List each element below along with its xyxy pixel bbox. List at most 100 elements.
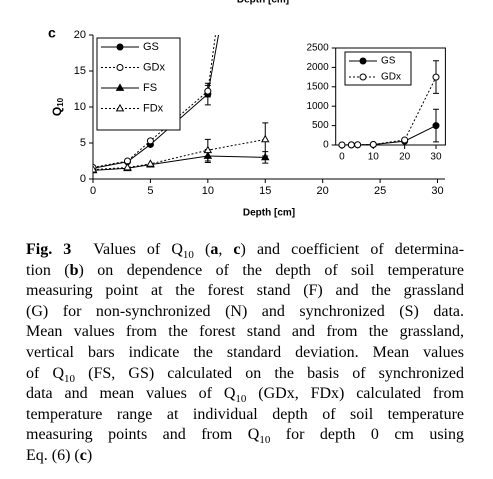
- caption-text: ) on dependence of the depth of soil tem…: [78, 261, 464, 279]
- y-tick-label: 500: [312, 120, 329, 131]
- y-tick-label: 2000: [306, 62, 329, 73]
- legend-box: [96, 37, 181, 131]
- caption-text: Mean values from the forest stand and fr…: [26, 323, 464, 341]
- caption-line: data and mean values of Q10 (GDx, FDx) c…: [26, 384, 464, 405]
- caption-text: 10: [64, 372, 76, 385]
- legend-box: [344, 51, 412, 86]
- caption-text: for depth 0 cm using: [270, 426, 464, 444]
- caption-line: Eq. (6) (c): [26, 446, 464, 467]
- caption-text: 10: [259, 434, 271, 447]
- x-tick-label: 25: [374, 185, 386, 197]
- series-line: [93, 35, 216, 168]
- x-tick-label: 5: [147, 185, 153, 197]
- caption-text: tion (: [26, 261, 70, 279]
- x-tick-label: 15: [259, 185, 271, 197]
- caption-text: a: [210, 241, 219, 258]
- caption-line: measuring points and from Q10 for depth …: [26, 425, 464, 446]
- marker: [432, 73, 440, 81]
- caption-line: tion (b) on dependence of the depth of s…: [26, 261, 464, 282]
- marker: [123, 162, 132, 171]
- caption-text: vertical bars indicate the standard devi…: [26, 343, 464, 361]
- caption-text: Values of Q: [71, 241, 183, 258]
- y-axis-label: Q10: [50, 97, 65, 116]
- caption-text: ) and coefficient of determina-: [240, 241, 465, 258]
- marker: [146, 159, 155, 167]
- x-tick-label: 10: [202, 185, 214, 197]
- y-tick-label: 15: [74, 65, 86, 77]
- figure: Depth [cm] 0 5 10 15 20 0 5 10 15 20 25 30 Depth [cm…: [48, 0, 446, 219]
- marker: [354, 141, 362, 149]
- marker: [347, 141, 355, 149]
- caption: Fig. 3 Values of Q10 (a, c) and coeffici…: [26, 240, 464, 467]
- inset-frame: [335, 47, 446, 146]
- y-tick-label: 0: [323, 140, 329, 151]
- caption-text: Eq. (6) (: [26, 446, 80, 464]
- x-tick-label: 20: [317, 185, 329, 197]
- caption-line: vertical bars indicate the standard devi…: [26, 343, 464, 364]
- caption-text: 10: [182, 249, 194, 262]
- caption-text: Fig. 3: [26, 241, 72, 258]
- caption-line: Mean values from the forest stand and fr…: [26, 322, 464, 343]
- marker: [432, 122, 440, 130]
- marker: [115, 103, 125, 112]
- y-tick-label: 0: [80, 173, 86, 185]
- caption-text: 10: [235, 393, 247, 406]
- y-tick-label: 1000: [306, 101, 329, 112]
- x-tick-label: 30: [431, 185, 443, 197]
- legend-label: GDx: [381, 72, 401, 83]
- y-tick-label: 2500: [306, 43, 329, 54]
- y-tick-label: 5: [80, 137, 86, 149]
- caption-text: (FS, GS) calculated on the basis of sync…: [75, 364, 464, 382]
- x-tick-label: 10: [368, 152, 380, 163]
- caption-line: temperature range at individual depth of…: [26, 405, 464, 426]
- series-line: [341, 76, 437, 146]
- marker: [93, 165, 98, 173]
- marker: [203, 145, 213, 154]
- caption-text: ,: [218, 241, 234, 258]
- caption-text: measuring points and from Q: [26, 426, 260, 444]
- panel-label: c: [48, 25, 56, 41]
- marker: [260, 134, 270, 143]
- marker: [260, 152, 270, 161]
- legend-label: GDx: [143, 61, 166, 73]
- y-tick-label: 10: [74, 101, 86, 113]
- x-tick-label: 0: [90, 185, 96, 197]
- caption-line: Fig. 3 Values of Q10 (a, c) and coeffici…: [26, 240, 464, 261]
- plot-area: [93, 35, 270, 174]
- marker: [116, 43, 124, 51]
- legend-label: FS: [143, 82, 157, 94]
- caption-text: measuring point at the forest stand (F) …: [26, 282, 464, 300]
- caption-text: c: [79, 446, 87, 464]
- marker: [204, 87, 212, 95]
- caption-line: of Q10 (FS, GS) calculated on the basis …: [26, 364, 464, 385]
- marker: [115, 83, 125, 91]
- caption-text: ): [86, 446, 93, 464]
- y-tick-label: 1500: [306, 81, 329, 92]
- caption-text: of Q: [26, 364, 65, 382]
- x-tick-label: 20: [399, 152, 411, 163]
- caption-text: (: [193, 241, 211, 258]
- legend-label: FDx: [143, 102, 164, 114]
- caption-text: (G) for non-synchronized (N) and synchro…: [26, 302, 464, 320]
- caption-text: (GDx, FDx) calculated from: [246, 385, 464, 403]
- plot-area: [338, 60, 440, 149]
- series-line: [93, 138, 266, 171]
- legend-label: GS: [143, 41, 159, 53]
- caption-text: c: [233, 241, 241, 258]
- marker: [146, 137, 154, 145]
- caption-line: measuring point at the forest stand (F) …: [26, 281, 464, 302]
- marker: [369, 141, 377, 149]
- caption-line: (G) for non-synchronized (N) and synchro…: [26, 302, 464, 323]
- marker: [359, 57, 367, 65]
- cropped-label: Depth [cm]: [237, 0, 289, 6]
- caption-text: temperature range at individual depth of…: [26, 405, 464, 423]
- marker: [359, 73, 367, 81]
- marker: [116, 64, 124, 71]
- y-tick-label: 20: [74, 29, 86, 41]
- x-tick-label: 30: [430, 152, 442, 163]
- marker: [401, 136, 409, 144]
- x-axis-label: Depth [cm]: [243, 208, 295, 219]
- marker: [338, 141, 346, 149]
- legend-label: GS: [381, 56, 396, 67]
